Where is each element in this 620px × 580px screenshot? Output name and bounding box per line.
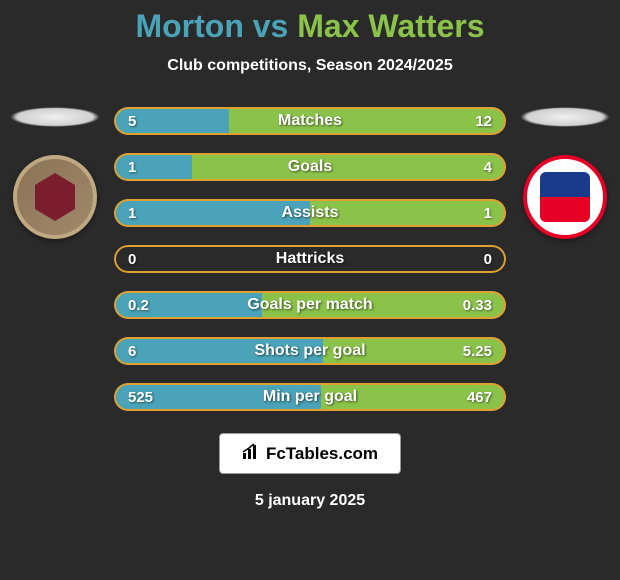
- subtitle: Club competitions, Season 2024/2025: [167, 57, 452, 75]
- player2-bar: [310, 199, 506, 227]
- root: Morton vs Max Watters Club competitions,…: [0, 0, 620, 580]
- stat-row: 5 12 Matches: [114, 107, 506, 135]
- player2-name: Max Watters: [297, 8, 484, 44]
- player2-column: [510, 107, 620, 411]
- player1-value: 5: [128, 113, 136, 130]
- stat-label: Assists: [282, 204, 339, 222]
- northampton-crest-icon: [35, 173, 75, 221]
- player1-nationality-flag: [10, 107, 100, 127]
- player1-value: 1: [128, 159, 136, 176]
- comparison-area: 5 12 Matches 1 4 Goals 1 1 Assists 0 0 Hattricks 0.2…: [0, 107, 620, 411]
- stat-row: 1 1 Assists: [114, 199, 506, 227]
- vs-text: vs: [253, 8, 289, 44]
- stat-row: 525 467 Min per goal: [114, 383, 506, 411]
- player1-value: 525: [128, 389, 153, 406]
- player2-club-badge: [523, 155, 607, 239]
- player2-value: 467: [467, 389, 492, 406]
- player2-value: 1: [484, 205, 492, 222]
- stat-row: 1 4 Goals: [114, 153, 506, 181]
- player1-value: 0: [128, 251, 136, 268]
- stat-row: 0 0 Hattricks: [114, 245, 506, 273]
- player1-club-badge: [13, 155, 97, 239]
- page-title: Morton vs Max Watters: [135, 8, 484, 45]
- source-logo: FcTables.com: [219, 433, 401, 474]
- player1-value: 6: [128, 343, 136, 360]
- stat-label: Min per goal: [263, 388, 357, 406]
- date-text: 5 january 2025: [255, 492, 365, 510]
- stats-list: 5 12 Matches 1 4 Goals 1 1 Assists 0 0 Hattricks 0.2…: [110, 107, 510, 411]
- source-label: FcTables.com: [266, 444, 378, 464]
- player2-value: 0: [484, 251, 492, 268]
- player1-column: [0, 107, 110, 411]
- stat-label: Goals: [288, 158, 332, 176]
- player2-value: 12: [475, 113, 492, 130]
- stat-label: Matches: [278, 112, 342, 130]
- player2-bar: [192, 153, 506, 181]
- stat-row: 0.2 0.33 Goals per match: [114, 291, 506, 319]
- barnsley-crest-icon: [540, 172, 590, 222]
- player1-bar: [114, 153, 192, 181]
- player1-name: Morton: [135, 8, 243, 44]
- chart-icon: [242, 442, 260, 465]
- player1-value: 1: [128, 205, 136, 222]
- stat-label: Goals per match: [247, 296, 372, 314]
- player2-nationality-flag: [520, 107, 610, 127]
- player1-value: 0.2: [128, 297, 149, 314]
- player2-value: 4: [484, 159, 492, 176]
- player2-value: 5.25: [463, 343, 492, 360]
- player2-value: 0.33: [463, 297, 492, 314]
- stat-label: Hattricks: [276, 250, 344, 268]
- stat-label: Shots per goal: [254, 342, 365, 360]
- stat-row: 6 5.25 Shots per goal: [114, 337, 506, 365]
- player2-bar: [229, 107, 506, 135]
